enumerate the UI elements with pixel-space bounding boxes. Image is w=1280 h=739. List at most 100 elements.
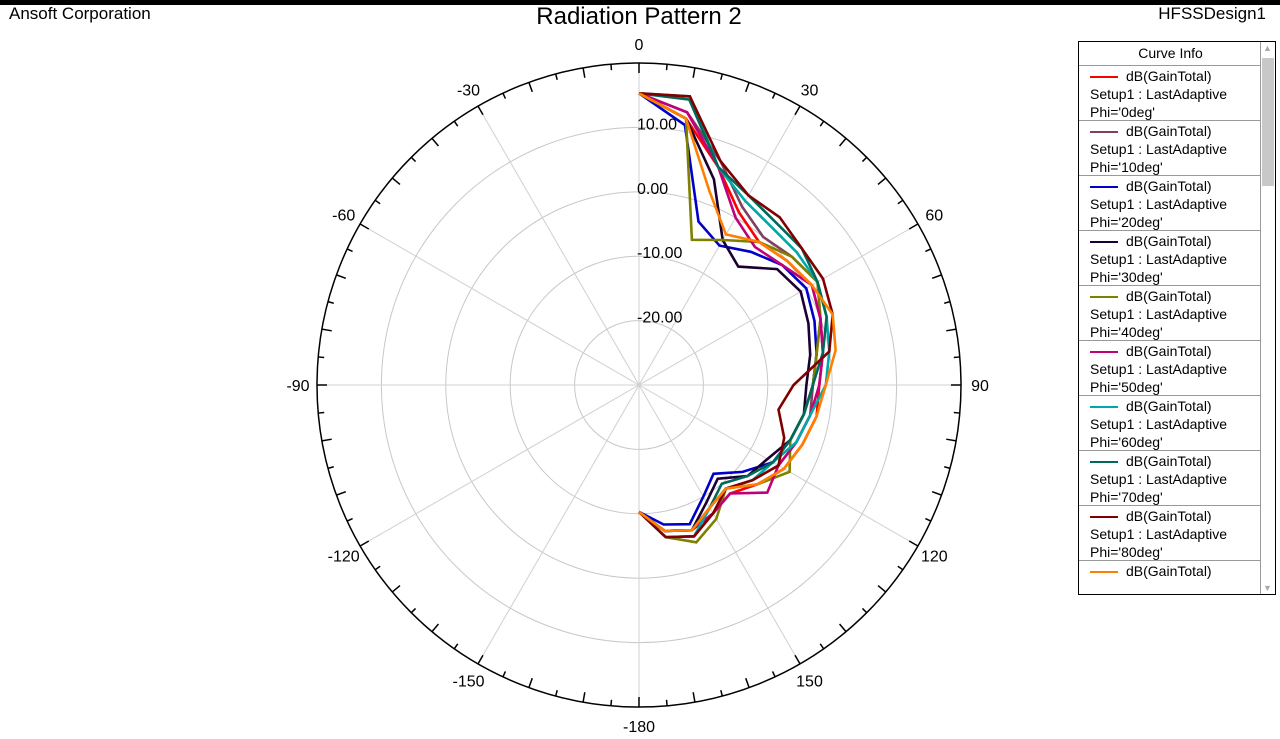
legend-quantity: dB(GainTotal) [1126,343,1212,359]
angle-tick [745,677,750,688]
grid-spoke [477,105,640,386]
angle-tick [720,690,724,697]
angle-tick-label: 30 [801,83,819,100]
angle-tick [374,565,381,571]
angle-tick [931,274,942,279]
angle-tick [431,623,440,633]
angle-tick [318,411,325,414]
legend-title: Curve Info [1079,42,1262,66]
legend-quantity: dB(GainTotal) [1126,508,1212,524]
grid-spoke [638,384,801,665]
angle-tick [554,73,558,80]
angle-tick [610,699,613,706]
legend-phi: Phi='50deg' [1090,379,1163,395]
angle-tick [897,565,904,571]
angle-tick [953,411,960,414]
angle-tick-label: -60 [332,208,355,225]
angle-tick [318,356,325,359]
angle-tick [946,328,957,332]
angle-tick [321,438,332,442]
angle-tick [336,274,347,279]
angle-tick-label: -120 [328,549,360,566]
angle-tick [410,156,417,163]
angle-tick [944,300,951,304]
legend-quantity: dB(GainTotal) [1126,123,1212,139]
angle-tick [925,517,932,522]
angle-tick-label: -180 [623,719,655,736]
scroll-thumb[interactable] [1262,58,1274,186]
legend-scrollbar[interactable]: ▲ ▼ [1260,42,1275,594]
legend-swatch [1090,296,1118,299]
legend-entry[interactable]: dB(GainTotal) Setup1 : LastAdaptive Phi=… [1079,451,1262,506]
legend-entry[interactable]: dB(GainTotal) Setup1 : LastAdaptive Phi=… [1079,66,1262,121]
angle-tick [794,654,801,665]
angle-tick-label: 150 [796,673,823,690]
angle-tick [861,156,868,163]
legend-swatch [1090,186,1118,189]
curve-info-legend: Curve Info dB(GainTotal) Setup1 : LastAd… [1078,41,1276,595]
legend-phi: Phi='80deg' [1090,544,1163,560]
grid-spoke [359,384,640,547]
angle-tick [946,438,957,442]
angle-tick [692,692,696,703]
angle-tick [931,491,942,496]
legend-swatch [1090,571,1118,574]
angle-tick [877,584,887,593]
legend-entry[interactable]: dB(GainTotal) Setup1 : LastAdaptive Phi=… [1079,396,1262,451]
legend-setup: Setup1 : LastAdaptive [1090,196,1227,212]
legend-setup: Setup1 : LastAdaptive [1090,526,1227,542]
grid-spoke [638,223,919,386]
legend-phi: Phi='0deg' [1090,104,1155,120]
legend-setup: Setup1 : LastAdaptive [1090,416,1227,432]
angle-tick [897,199,904,205]
angle-tick [838,623,847,633]
legend-entry[interactable]: dB(GainTotal) [1079,561,1262,594]
series-line-9 [638,92,837,533]
angle-tick-label: 0 [635,37,644,54]
legend-list: Curve Info dB(GainTotal) Setup1 : LastAd… [1079,42,1262,594]
angle-tick-label: -90 [286,378,309,395]
angle-tick [908,540,919,547]
legend-quantity: dB(GainTotal) [1126,68,1212,84]
legend-swatch [1090,516,1118,519]
angle-tick [327,466,334,470]
angle-tick [819,120,825,127]
legend-swatch [1090,406,1118,409]
legend-swatch [1090,461,1118,464]
angle-tick [431,137,440,147]
legend-phi: Phi='40deg' [1090,324,1163,340]
polar-plot: 0 30 60 90 120 150 -180 -150 -120 -90 -60 -30 10.00 0… [286,37,989,736]
legend-quantity: dB(GainTotal) [1126,233,1212,249]
legend-phi: Phi='20deg' [1090,214,1163,230]
legend-setup: Setup1 : LastAdaptive [1090,86,1227,102]
legend-quantity: dB(GainTotal) [1126,178,1212,194]
angle-tick-label: 120 [921,549,948,566]
chart-title: Radiation Pattern 2 [536,3,742,30]
legend-entry[interactable]: dB(GainTotal) Setup1 : LastAdaptive Phi=… [1079,121,1262,176]
legend-entry[interactable]: dB(GainTotal) Setup1 : LastAdaptive Phi=… [1079,341,1262,396]
angle-tick [908,223,919,230]
angle-tick [374,199,381,205]
angle-tick [453,120,459,127]
angle-tick [582,67,586,78]
legend-quantity: dB(GainTotal) [1126,288,1212,304]
angle-tick [838,137,847,147]
angle-tick [665,699,668,706]
legend-setup: Setup1 : LastAdaptive [1090,141,1227,157]
angle-tick [502,92,507,99]
legend-entry[interactable]: dB(GainTotal) Setup1 : LastAdaptive Phi=… [1079,506,1262,561]
angle-tick [819,643,825,650]
scroll-up-arrow-icon[interactable]: ▲ [1263,43,1272,53]
legend-phi: Phi='60deg' [1090,434,1163,450]
legend-entry[interactable]: dB(GainTotal) Setup1 : LastAdaptive Phi=… [1079,286,1262,341]
legend-entry[interactable]: dB(GainTotal) Setup1 : LastAdaptive Phi=… [1079,231,1262,286]
angle-tick [410,607,417,614]
scroll-down-arrow-icon[interactable]: ▼ [1263,583,1272,593]
radial-tick-label: 0.00 [637,181,668,198]
radial-tick-label: -10.00 [637,245,682,262]
angle-tick [720,73,724,80]
angle-tick [336,491,347,496]
grid-spoke [359,223,640,386]
legend-entry[interactable]: dB(GainTotal) Setup1 : LastAdaptive Phi=… [1079,176,1262,231]
angle-tick [925,248,932,253]
